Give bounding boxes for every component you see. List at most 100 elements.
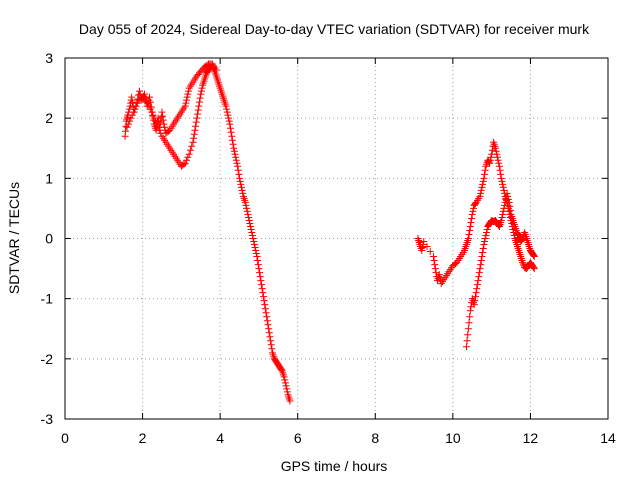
data-point — [474, 277, 482, 285]
data-point — [464, 235, 472, 242]
data-point — [265, 329, 273, 337]
data-point — [429, 253, 437, 261]
data-point — [226, 120, 234, 128]
data-point — [193, 114, 201, 122]
data-point — [257, 277, 265, 285]
data-point — [160, 120, 168, 128]
data-point — [475, 269, 483, 277]
data-point — [465, 230, 473, 238]
data-point — [254, 261, 262, 269]
data-point — [191, 126, 199, 134]
data-point — [479, 249, 487, 257]
data-point — [184, 153, 192, 161]
data-point — [464, 331, 472, 339]
y-tick-label: -2 — [41, 351, 54, 367]
data-point — [245, 213, 253, 221]
data-point — [239, 189, 247, 197]
data-point — [476, 265, 484, 273]
data-point — [225, 117, 233, 125]
data-point — [197, 90, 205, 98]
data-point — [471, 293, 479, 301]
x-tick-label: 8 — [371, 430, 379, 446]
data-point — [479, 177, 487, 185]
data-point — [466, 313, 474, 321]
data-point — [464, 325, 472, 333]
data-point — [423, 243, 431, 251]
data-point — [482, 228, 490, 236]
data-point — [500, 186, 508, 194]
data-point — [505, 198, 513, 206]
data-point — [181, 159, 189, 167]
data-point — [190, 130, 198, 138]
y-tick-label: 2 — [45, 110, 53, 126]
x-tick-label: 6 — [294, 430, 302, 446]
y-tick-label: -3 — [41, 411, 54, 427]
data-point — [256, 273, 264, 281]
data-point — [472, 289, 480, 297]
data-point — [466, 226, 474, 234]
data-point — [181, 102, 189, 110]
data-point — [478, 183, 486, 191]
x-tick-label: 10 — [445, 430, 461, 446]
data-point — [228, 132, 236, 140]
y-tick-label: 1 — [45, 170, 53, 186]
data-point — [499, 207, 507, 215]
data-point — [465, 319, 473, 327]
data-point — [245, 216, 253, 224]
data-point — [244, 210, 252, 218]
data-point — [255, 265, 263, 273]
data-point — [501, 201, 509, 209]
data-point — [192, 122, 200, 130]
data-point — [482, 231, 490, 239]
data-point — [471, 297, 479, 305]
data-point — [128, 111, 136, 119]
data-point — [466, 222, 474, 230]
data-point — [468, 214, 476, 222]
data-point — [180, 160, 188, 168]
data-point — [497, 216, 505, 224]
data-point — [261, 305, 269, 313]
data-point — [431, 265, 439, 273]
data-point — [242, 201, 250, 209]
data-point — [133, 99, 141, 107]
data-point — [479, 180, 487, 188]
data-point — [127, 114, 135, 122]
data-point — [197, 87, 205, 95]
data-point — [481, 238, 489, 246]
data-point — [262, 309, 270, 317]
data-point — [232, 156, 240, 164]
data-point — [492, 147, 500, 155]
data-point — [506, 202, 514, 210]
data-point — [470, 301, 478, 309]
data-point — [184, 90, 192, 98]
data-point — [497, 174, 505, 182]
data-point — [498, 213, 506, 221]
data-point — [130, 108, 138, 116]
data-point — [186, 146, 194, 154]
data-series — [414, 138, 538, 288]
data-point — [246, 219, 254, 227]
data-point — [259, 289, 267, 297]
data-point — [231, 150, 239, 158]
data-point — [430, 257, 438, 265]
y-axis-label: SDTVAR / TECUs — [6, 182, 22, 294]
y-tick-label: -1 — [41, 291, 54, 307]
data-point — [499, 210, 507, 218]
data-point — [182, 99, 190, 107]
data-point — [266, 333, 274, 341]
data-point — [263, 313, 271, 321]
data-point — [149, 111, 157, 119]
data-series — [462, 189, 538, 351]
data-point — [183, 156, 191, 164]
data-point — [251, 244, 259, 252]
data-point — [476, 192, 484, 200]
data-point — [189, 138, 197, 146]
data-point — [283, 385, 291, 393]
data-point — [256, 269, 264, 277]
data-point — [248, 228, 256, 236]
data-point — [281, 379, 289, 387]
data-point — [124, 120, 132, 128]
x-tick-label: 12 — [523, 430, 539, 446]
